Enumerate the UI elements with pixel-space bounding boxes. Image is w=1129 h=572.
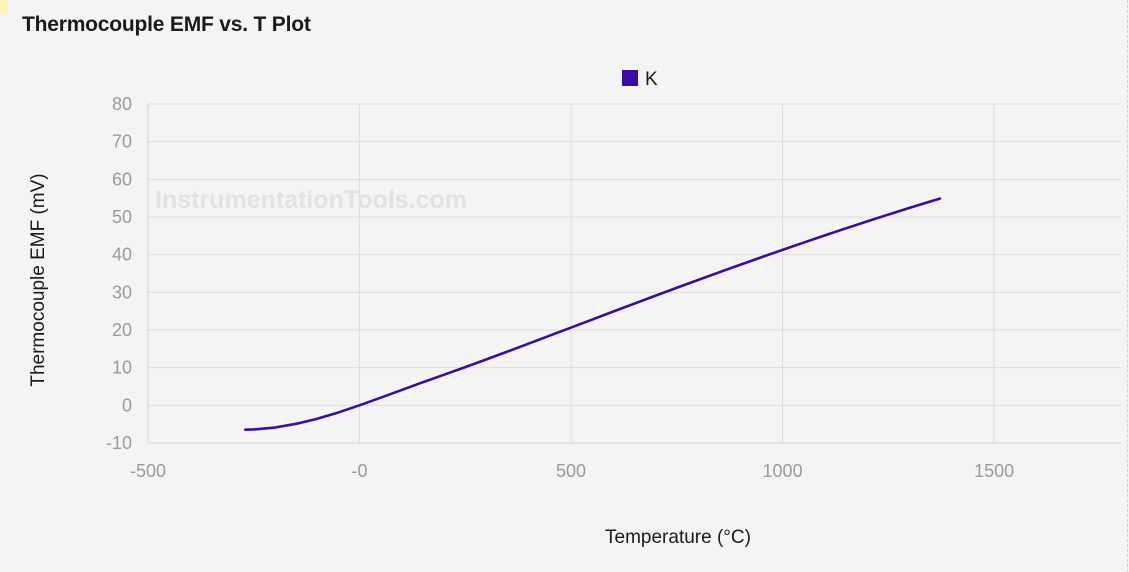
series-line-k xyxy=(244,197,942,431)
corner-mark xyxy=(0,0,8,14)
x-tick-label: -500 xyxy=(130,461,166,481)
series-layer xyxy=(244,197,942,431)
y-axis-ticks: -10 0 10 20 30 40 50 60 70 80 xyxy=(106,94,132,453)
y-tick-label: 70 xyxy=(112,132,132,152)
legend-label-k[interactable]: K xyxy=(645,69,658,90)
y-tick-label: 0 xyxy=(122,395,132,415)
right-edge-divider xyxy=(1127,0,1128,572)
y-tick-label: 30 xyxy=(112,282,132,302)
page-title: Thermocouple EMF vs. T Plot xyxy=(22,13,311,36)
chart-grid xyxy=(147,103,1121,444)
x-tick-label: 1500 xyxy=(974,461,1014,481)
y-tick-label: 60 xyxy=(112,169,132,189)
y-tick-label: 80 xyxy=(112,94,132,114)
x-axis-ticks: -500 -0 500 1000 1500 xyxy=(130,461,1014,481)
legend[interactable]: K xyxy=(622,69,658,90)
y-tick-label: 20 xyxy=(112,320,132,340)
y-tick-label: -10 xyxy=(106,433,132,453)
y-tick-label: 40 xyxy=(112,245,132,265)
x-tick-label: -0 xyxy=(352,461,368,481)
y-axis-title: Thermocouple EMF (mV) xyxy=(28,173,49,386)
y-tick-label: 50 xyxy=(112,207,132,227)
legend-swatch-k[interactable] xyxy=(622,70,638,86)
watermark: InstrumentationTools.com xyxy=(155,186,467,214)
x-axis-title: Temperature (°C) xyxy=(605,527,751,548)
x-tick-label: 500 xyxy=(556,461,586,481)
x-tick-label: 1000 xyxy=(763,461,803,481)
y-tick-label: 10 xyxy=(112,358,132,378)
